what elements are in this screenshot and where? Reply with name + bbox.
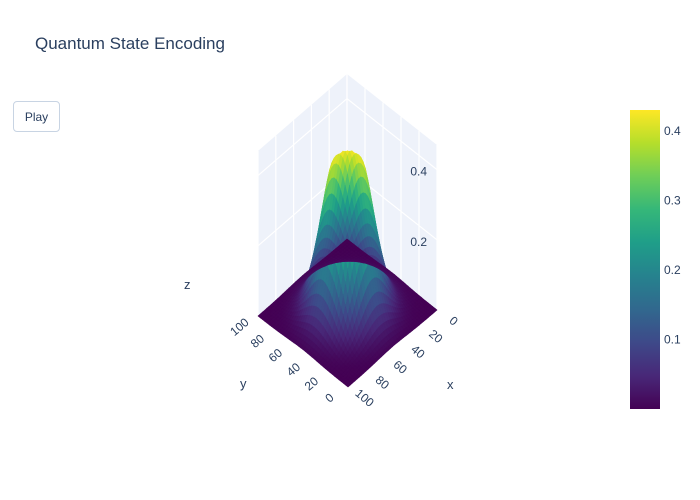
x-tick-label: 100 bbox=[352, 386, 377, 410]
colorbar: 0.1 0.2 0.3 0.4 bbox=[630, 110, 681, 409]
x-tick-label: 20 bbox=[426, 327, 445, 347]
y-tick-label: 0 bbox=[322, 390, 336, 405]
z-tick-label: 0.2 bbox=[410, 235, 427, 249]
x-tick-label: 80 bbox=[373, 373, 392, 393]
z-tick-label: 0.4 bbox=[410, 165, 427, 179]
surface-mesh bbox=[257, 150, 438, 388]
y-tick-label: 60 bbox=[266, 345, 285, 365]
y-tick-label: 40 bbox=[284, 360, 303, 380]
play-button[interactable]: Play bbox=[13, 101, 60, 132]
y-tick-label: 20 bbox=[302, 374, 321, 394]
y-tick-label: 100 bbox=[227, 315, 252, 339]
colorbar-tick-label: 0.1 bbox=[664, 332, 681, 346]
y-tick-label: 80 bbox=[248, 331, 267, 351]
x-tick-label: 0 bbox=[447, 313, 461, 328]
z-axis-label: z bbox=[184, 277, 191, 292]
gridline-z bbox=[257, 97, 438, 177]
colorbar-tick-label: 0.3 bbox=[664, 193, 681, 207]
x-tick-label: 40 bbox=[408, 342, 427, 362]
colorbar-tick-label: 0.4 bbox=[664, 124, 681, 138]
colorbar-tick-label: 0.2 bbox=[664, 263, 681, 277]
surface-cell bbox=[344, 238, 350, 244]
y-axis-label: y bbox=[240, 376, 247, 391]
z-tick-labels: 0.2 0.4 bbox=[410, 165, 427, 249]
chart-title: Quantum State Encoding bbox=[35, 34, 225, 53]
colorbar-gradient bbox=[630, 110, 660, 409]
x-tick-label: 60 bbox=[391, 357, 410, 377]
x-axis-label: x bbox=[447, 377, 454, 392]
